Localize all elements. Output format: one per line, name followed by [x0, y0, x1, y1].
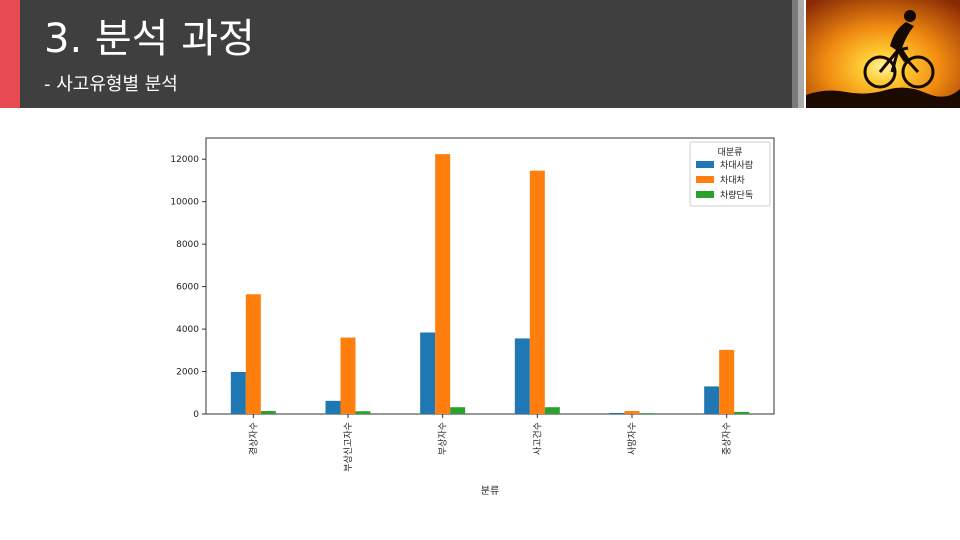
legend-label-차대사람: 차대사람	[720, 159, 753, 171]
bar-차량단독-사고건수	[544, 407, 560, 414]
bar-group	[230, 154, 750, 415]
x-tick-label: 경상자수	[247, 422, 259, 455]
bar-차량단독-중상자수	[734, 411, 750, 414]
x-axis: 경상자수 부상신고자수 부상자수 사고건수 사망자수 중상자수	[247, 414, 733, 472]
y-tick-label: 10000	[170, 198, 199, 208]
slide-header	[0, 0, 792, 108]
bar-차대사람-사망자수	[609, 412, 625, 414]
bar-차대차-사고건수	[529, 170, 545, 414]
legend-box	[689, 141, 771, 207]
bar-차대차-경상자수	[245, 294, 261, 414]
legend-swatch-차대사람	[696, 161, 714, 168]
bar-차대차-사망자수	[624, 411, 640, 414]
accident-type-bar-chart: 0 2000 4000 6000 8000 10000 12000 경상자수 부상신고자수 부상…	[170, 137, 775, 497]
plot-area-frame	[205, 137, 775, 415]
bar-차량단독-사망자수	[639, 413, 655, 414]
bar-차대차-중상자수	[719, 349, 735, 414]
x-tick-label: 부상자수	[438, 422, 449, 455]
x-tick-label: 사고건수	[532, 422, 543, 455]
x-tick-label: 부상신고자수	[343, 422, 354, 472]
y-tick-label: 8000	[176, 240, 199, 250]
accent-bar	[0, 0, 20, 108]
legend-swatch-차대차	[696, 176, 714, 183]
bar-차량단독-부상신고자수	[355, 411, 371, 414]
legend: 대분류 차대사람 차대차 차량단독	[689, 141, 771, 207]
bar-차량단독-부상자수	[450, 407, 466, 414]
y-axis: 0 2000 4000 6000 8000 10000 12000	[170, 155, 206, 420]
y-tick-label: 6000	[176, 283, 199, 293]
legend-swatch-차량단독	[696, 191, 714, 198]
bar-차대사람-중상자수	[704, 386, 720, 414]
bar-차대사람-사고건수	[514, 338, 530, 414]
bar-차대차-부상신고자수	[340, 337, 356, 414]
bar-차대사람-부상자수	[420, 332, 436, 414]
x-tick-label: 사망자수	[627, 422, 638, 455]
bar-차대사람-경상자수	[230, 371, 246, 414]
y-tick-label: 4000	[176, 325, 199, 335]
bar-차량단독-경상자수	[260, 411, 276, 414]
bar-차대차-부상자수	[435, 154, 451, 415]
bar-차대사람-부상신고자수	[325, 400, 341, 414]
x-axis-label: 분류	[481, 485, 499, 497]
header-divider-light	[798, 0, 804, 108]
legend-title: 대분류	[718, 147, 743, 158]
header-divider	[792, 0, 798, 108]
legend-label-차량단독: 차량단독	[720, 189, 753, 201]
slide-subtitle: - 사고유형별 분석	[44, 74, 178, 95]
legend-label-차대차: 차대차	[720, 174, 746, 186]
y-tick-label: 0	[193, 410, 199, 420]
cyclist-sunset-photo	[806, 0, 960, 108]
slide-title: 3. 분석 과정	[44, 16, 255, 62]
x-tick-label: 중상자수	[722, 422, 733, 455]
y-tick-label: 2000	[176, 368, 199, 378]
y-tick-label: 12000	[170, 155, 199, 165]
